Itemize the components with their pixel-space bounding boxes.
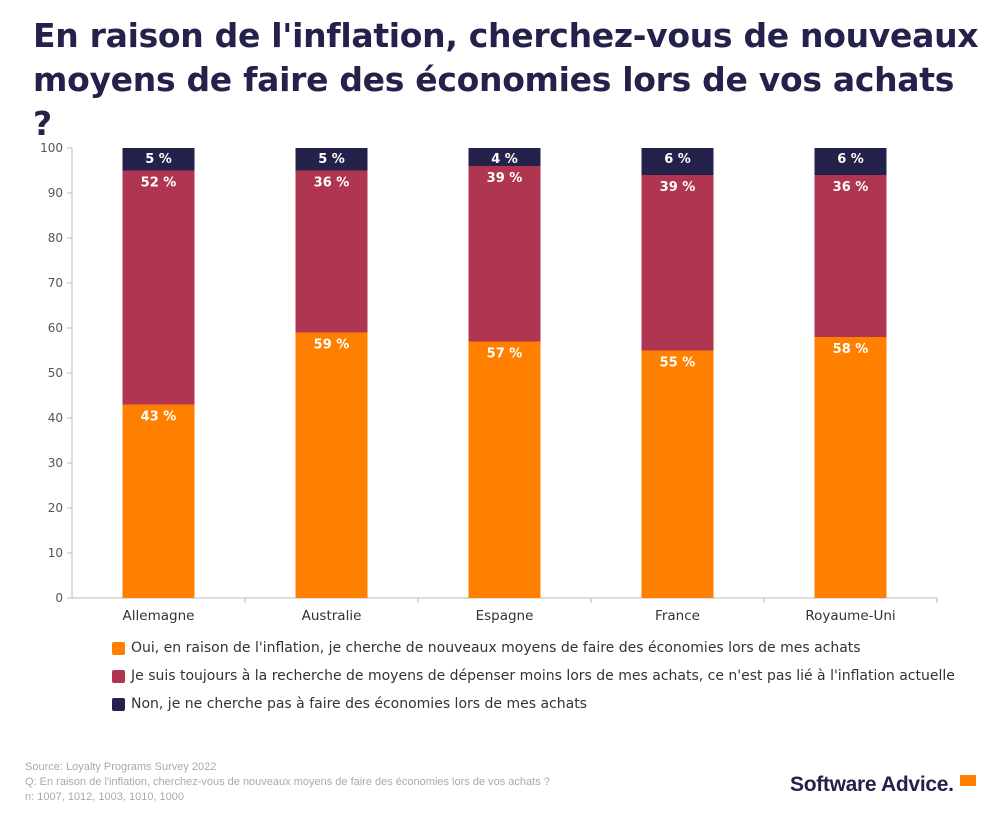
- data-label: 6 %: [837, 152, 864, 167]
- y-tick-label: 20: [48, 501, 63, 515]
- y-tick-label: 0: [55, 591, 63, 605]
- data-label: 36 %: [314, 176, 350, 191]
- bar-segment: [295, 148, 368, 171]
- data-label: 39 %: [660, 180, 696, 195]
- y-tick-label: 30: [48, 456, 63, 470]
- footer: Source: Loyalty Programs Survey 2022 Q: …: [25, 760, 550, 805]
- legend: Oui, en raison de l'inflation, je cherch…: [112, 634, 955, 718]
- bar-segment: [295, 332, 368, 598]
- legend-label: Oui, en raison de l'inflation, je cherch…: [131, 640, 861, 656]
- legend-label: Je suis toujours à la recherche de moyen…: [131, 668, 955, 684]
- y-tick-label: 100: [40, 141, 63, 155]
- data-label: 5 %: [145, 152, 172, 167]
- legend-swatch: [112, 669, 125, 683]
- bar-segment: [122, 170, 195, 405]
- data-label: 52 %: [141, 176, 177, 191]
- bar-segment: [814, 175, 887, 337]
- x-tick-label: Royaume-Uni: [805, 608, 895, 624]
- question-note: Q: En raison de l'inflation, cherchez-vo…: [25, 776, 550, 788]
- chart-title: En raison de l'inflation, cherchez-vous …: [33, 16, 979, 143]
- x-tick-label: France: [655, 608, 700, 624]
- data-label: 5 %: [318, 152, 345, 167]
- data-label: 55 %: [660, 356, 696, 371]
- speech-bubble-icon: [960, 775, 976, 786]
- bar-segment: [122, 404, 195, 598]
- legend-swatch: [112, 641, 125, 655]
- bar-segment: [122, 148, 195, 171]
- y-tick-label: 10: [48, 546, 63, 560]
- data-label: 58 %: [833, 342, 869, 357]
- bar-segment: [641, 148, 714, 175]
- software-advice-logo: Software Advice.: [790, 773, 954, 796]
- bar-segment: [468, 341, 541, 598]
- legend-swatch: [112, 697, 125, 711]
- y-tick-label: 40: [48, 411, 63, 425]
- bar-segment: [641, 175, 714, 351]
- data-label: 43 %: [141, 410, 177, 425]
- bar-segment: [641, 350, 714, 598]
- bar-segment: [468, 166, 541, 342]
- sample-size-note: n: 1007, 1012, 1003, 1010, 1000: [25, 791, 185, 803]
- bar-segment: [814, 337, 887, 598]
- legend-label: Non, je ne cherche pas à faire des écono…: [131, 696, 587, 712]
- y-tick-label: 80: [48, 231, 63, 245]
- legend-item: Je suis toujours à la recherche de moyen…: [112, 662, 955, 690]
- legend-item: Oui, en raison de l'inflation, je cherch…: [112, 634, 955, 662]
- data-label: 39 %: [487, 171, 523, 186]
- source-note: Source: Loyalty Programs Survey 2022: [25, 761, 217, 773]
- x-tick-label: Espagne: [476, 608, 534, 624]
- data-label: 6 %: [664, 152, 691, 167]
- bar-segment: [814, 148, 887, 175]
- data-label: 57 %: [487, 347, 523, 362]
- data-label: 36 %: [833, 180, 869, 195]
- y-tick-label: 60: [48, 321, 63, 335]
- legend-item: Non, je ne cherche pas à faire des écono…: [112, 690, 955, 718]
- data-label: 59 %: [314, 338, 350, 353]
- y-tick-label: 90: [48, 186, 63, 200]
- y-tick-label: 70: [48, 276, 63, 290]
- bar-segment: [468, 148, 541, 166]
- bar-segment: [295, 170, 368, 333]
- data-label: 4 %: [491, 152, 518, 167]
- x-tick-label: Allemagne: [123, 608, 195, 624]
- x-tick-label: Australie: [302, 608, 362, 624]
- y-tick-label: 50: [48, 366, 63, 380]
